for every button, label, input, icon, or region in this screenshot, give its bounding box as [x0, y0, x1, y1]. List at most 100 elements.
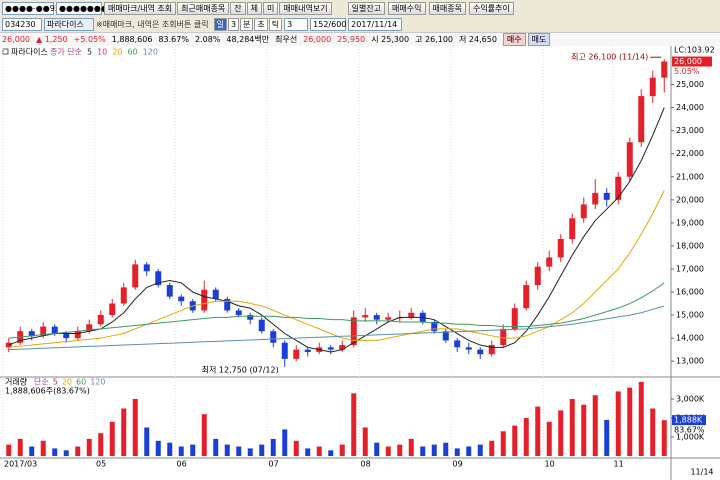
toolbar-button[interactable]: 매매수익: [388, 1, 426, 15]
volume-bar: [86, 438, 92, 456]
volume-bar: [385, 446, 391, 456]
password-input[interactable]: ●●●●●●●●: [56, 1, 115, 15]
last-volume-box: [672, 415, 706, 426]
y-tick-label: 20,000: [676, 195, 704, 204]
volume-bar: [6, 444, 12, 456]
buy-button[interactable]: 매수: [502, 33, 526, 46]
period-tab[interactable]: 분: [240, 17, 254, 31]
toolbar-button[interactable]: 미: [263, 1, 279, 15]
candle-body: [557, 239, 564, 258]
volume-bar: [443, 442, 449, 456]
volume-bar: [466, 446, 472, 456]
sell-button[interactable]: 매도: [527, 33, 551, 46]
volume-legend-item: 5: [53, 378, 58, 387]
candle-body: [603, 192, 610, 200]
volume-bar: [40, 440, 46, 456]
code-input[interactable]: 034230: [2, 17, 42, 31]
y-tick-label: 18,000: [676, 241, 704, 250]
candle-body: [120, 287, 127, 304]
toolbar-button[interactable]: 매매내역보기: [279, 1, 332, 15]
candle-body: [638, 96, 645, 143]
y-tick-label: 16,000: [676, 288, 704, 297]
volume-bar: [615, 391, 621, 456]
period-tab[interactable]: 3: [227, 17, 240, 31]
candle-body: [580, 204, 587, 219]
candle-body: [155, 271, 162, 286]
volume-bar: [190, 444, 196, 456]
volume-legend-item: 120: [90, 378, 105, 387]
volume-ratio-label: 83.67%: [674, 426, 705, 435]
toolbar-button[interactable]: 최근매매종목: [177, 1, 230, 15]
candle-body: [339, 345, 346, 350]
candle-body: [615, 176, 622, 200]
ma-line: [8, 282, 665, 339]
volume-bar: [17, 438, 23, 456]
volume-bar: [236, 446, 242, 456]
button-group: 일별잔고 매매수익 매매종목 수익률추이: [347, 1, 514, 15]
date-input[interactable]: 2017/11/14: [348, 17, 403, 31]
volume-bar: [75, 446, 81, 456]
y-tick-label: 23,000: [676, 126, 704, 135]
ma-line: [8, 107, 665, 353]
low-annotation: 최저 12,750 (07/12): [202, 364, 279, 374]
candle-body: [546, 257, 553, 267]
volume-bar: [535, 406, 541, 456]
open: 시 25,300: [371, 35, 410, 44]
candle-body: [488, 345, 495, 355]
interval-input[interactable]: 3: [284, 17, 309, 31]
x-tick-label: 09: [453, 460, 463, 469]
candle-body: [86, 324, 93, 332]
candle-body: [212, 289, 219, 299]
candle-body: [304, 349, 311, 352]
candle-body: [431, 321, 438, 332]
toolbar-button[interactable]: 일별잔고: [347, 1, 386, 15]
price: 26,000: [2, 35, 30, 44]
volume-bar: [201, 414, 207, 456]
volume-bar: [178, 446, 184, 456]
quote-bar: 26,000 ▲ 1,250 +5.05% 1,888,606 83.67% 2…: [0, 32, 720, 46]
volume-legend-item: 단순: [34, 377, 49, 387]
candle-body: [63, 333, 70, 339]
toolbar-button[interactable]: 매매종목: [428, 1, 466, 15]
last-price-label: 26,000: [674, 57, 702, 66]
bid: 25,950: [337, 35, 366, 44]
candle-body: [109, 303, 116, 316]
toolbar-button[interactable]: 매매마크/내역 조회: [104, 1, 177, 15]
y-tick-label: 17,000: [676, 264, 704, 273]
turnover: 2.08%: [194, 35, 221, 44]
lc-label: LC:103.92: [674, 46, 715, 55]
candle-body: [247, 315, 254, 320]
chart: 파라다이스 LC:103.92 거래량 1,888,606주(83.67%) 1…: [0, 46, 720, 480]
candle-body: [465, 347, 472, 350]
legend-item: 60: [127, 48, 137, 57]
last-volume-label: 1,888K: [674, 416, 703, 425]
candle-body: [132, 264, 139, 288]
toolbar-button[interactable]: 잔: [230, 1, 246, 15]
period-tab[interactable]: 초: [254, 17, 268, 31]
volume: 1,888,606: [111, 35, 153, 44]
high-annotation: 최고 26,100 (11/14): [571, 52, 648, 62]
volume-bar: [661, 420, 667, 456]
candle-body: [28, 331, 35, 336]
candle-body: [235, 310, 242, 316]
volume-bar: [282, 429, 288, 456]
candle-body: [523, 285, 530, 309]
candle-body: [569, 218, 576, 240]
candle-body: [500, 328, 507, 346]
toolbar-button[interactable]: 수익률추이: [468, 1, 514, 15]
y-tick-label: 13,000: [676, 357, 704, 366]
candle-body: [442, 331, 449, 341]
volume-bar: [374, 442, 380, 456]
last-price-box: [672, 56, 712, 67]
account-input[interactable]: ●●●●-●●93: [2, 1, 60, 15]
toolbar-button[interactable]: 체: [246, 1, 263, 15]
y-tick-label: 24,000: [676, 103, 704, 112]
period-tab[interactable]: 틱: [268, 17, 283, 31]
y-tick-label: 21,000: [676, 172, 704, 181]
volume-bar: [167, 442, 173, 456]
volume-bar: [155, 440, 161, 456]
candle-body: [373, 315, 380, 320]
candle-body: [661, 61, 668, 78]
period-tab[interactable]: 일: [213, 17, 227, 31]
